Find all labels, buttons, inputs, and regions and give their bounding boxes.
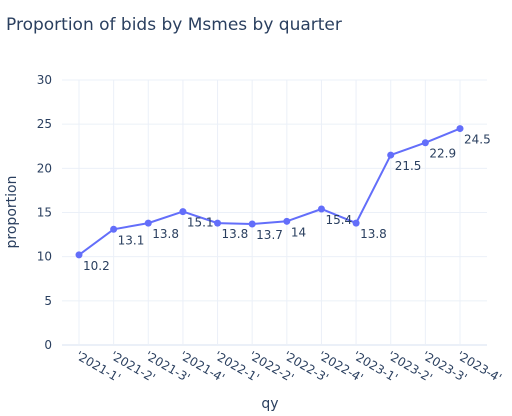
data-point <box>387 151 395 159</box>
y-tick-label: 25 <box>37 117 52 131</box>
data-point <box>283 217 291 225</box>
grid-layer <box>62 79 487 346</box>
data-labels: 10.2 13.1 13.8 15.1 13.8 13.7 14 15.4 13.8 21.5 22… <box>83 133 491 273</box>
data-label: 21.5 <box>395 159 422 173</box>
y-tick-label: 5 <box>44 294 52 308</box>
y-axis-ticks: 0 5 10 15 20 25 30 <box>37 73 52 352</box>
data-point <box>248 220 256 228</box>
data-label: 14 <box>291 225 306 239</box>
data-label: 13.1 <box>118 233 145 247</box>
data-label: 22.9 <box>429 147 456 161</box>
y-tick-label: 30 <box>37 73 52 87</box>
data-point <box>179 208 187 216</box>
data-point <box>456 125 464 133</box>
data-point <box>75 251 83 259</box>
series-line <box>78 127 461 256</box>
y-axis-title: proportion <box>4 176 20 249</box>
data-label: 13.8 <box>222 227 249 241</box>
data-point <box>214 219 222 227</box>
y-tick-label: 15 <box>37 206 52 220</box>
y-tick-label: 0 <box>44 338 52 352</box>
data-point <box>352 219 360 227</box>
data-label: 15.1 <box>187 216 214 230</box>
y-tick-label: 10 <box>37 250 52 264</box>
data-point <box>144 219 152 227</box>
series-markers <box>75 125 464 259</box>
data-label: 10.2 <box>83 259 110 273</box>
data-label: 13.8 <box>360 227 387 241</box>
data-label: 13.8 <box>152 227 179 241</box>
data-label: 24.5 <box>464 133 491 147</box>
data-point <box>421 139 429 147</box>
data-label: 13.7 <box>256 228 283 242</box>
data-label: 15.4 <box>325 213 352 227</box>
x-axis-title: qy <box>261 396 278 412</box>
chart-title: Proportion of bids by Msmes by quarter <box>6 15 342 35</box>
y-tick-label: 20 <box>37 161 52 175</box>
data-point <box>317 205 325 213</box>
data-point <box>110 225 118 233</box>
x-axis-ticks: '2021-1''2021-2''2021-3''2021-4''2022-1'… <box>74 348 505 385</box>
